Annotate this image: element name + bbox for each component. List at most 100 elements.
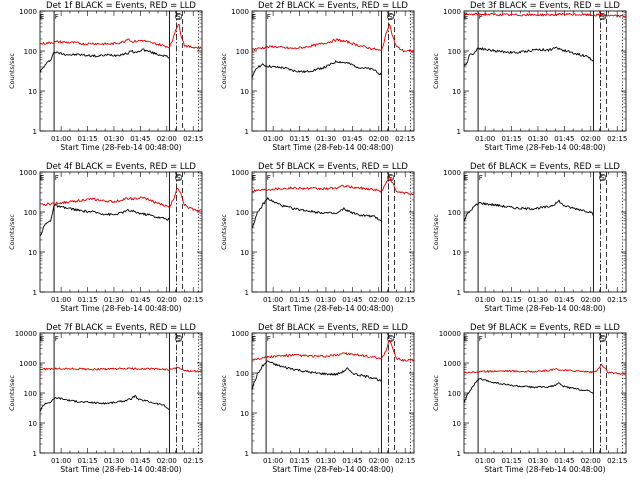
y-tick-label: 10 xyxy=(28,420,37,428)
y-tick-label: 10 xyxy=(452,88,461,96)
series-lld xyxy=(39,187,203,212)
y-tick-label: 10 xyxy=(28,249,37,257)
series-lld xyxy=(463,12,627,18)
y-axis-label: Counts/sec xyxy=(8,53,16,89)
x-tick-label: 01:15 xyxy=(501,296,521,304)
y-axis-label: Counts/sec xyxy=(432,375,440,411)
x-tick-label: 01:00 xyxy=(475,457,495,465)
series-lld xyxy=(463,363,627,375)
x-tick-label: 01:00 xyxy=(263,135,283,143)
x-tick-label: 01:30 xyxy=(104,135,124,143)
plot-frame xyxy=(251,10,415,132)
flag-circle xyxy=(599,13,607,21)
flag-label-f: F xyxy=(267,13,271,21)
y-tick-label: 100 xyxy=(236,370,249,378)
x-tick-label: 01:30 xyxy=(528,135,548,143)
x-tick-label: 02:15 xyxy=(607,457,627,465)
flag-circle xyxy=(175,13,183,21)
y-tick-label: 10 xyxy=(452,249,461,257)
series-events xyxy=(251,60,382,79)
y-tick-label: 1 xyxy=(457,128,461,136)
series-events xyxy=(251,360,382,390)
x-tick-label: 02:00 xyxy=(581,296,601,304)
flag-label-e: E xyxy=(40,335,44,343)
series-lld xyxy=(39,23,203,50)
y-tick-label: 1000 xyxy=(443,169,461,177)
x-tick-label: 02:15 xyxy=(607,135,627,143)
flag-label-e: E xyxy=(252,174,256,182)
x-tick-label: 01:30 xyxy=(104,457,124,465)
y-tick-label: 1000 xyxy=(19,169,37,177)
y-tick-label: 10 xyxy=(28,88,37,96)
plot-frame xyxy=(463,10,627,132)
x-tick-label: 02:15 xyxy=(183,457,203,465)
chart-panel-2: Det 2f BLACK = Events, RED = LLD 1 10 100 10… xyxy=(220,1,415,152)
series-lld xyxy=(251,23,415,53)
y-axis-label: Counts/sec xyxy=(8,214,16,250)
chart-title: Det 7f BLACK = Events, RED = LLD xyxy=(46,323,196,333)
x-tick-label: 01:00 xyxy=(51,457,71,465)
plot-frame xyxy=(39,332,203,454)
plot-frame xyxy=(463,171,627,293)
x-tick-label: 01:45 xyxy=(130,457,150,465)
flag-label-e: E xyxy=(252,13,256,21)
flag-label-e: E xyxy=(40,13,44,21)
y-axis-label: Counts/sec xyxy=(432,53,440,89)
flag-label-s: S xyxy=(176,13,181,21)
y-axis-label: Counts/sec xyxy=(8,375,16,411)
x-tick-label: 01:45 xyxy=(554,135,574,143)
y-axis-label: Counts/sec xyxy=(220,53,228,89)
x-tick-label: 01:00 xyxy=(475,296,495,304)
y-tick-label: 100 xyxy=(24,209,37,217)
y-tick-label: 1000 xyxy=(443,360,461,368)
y-tick-label: 10000 xyxy=(439,330,461,338)
x-tick-label: 02:00 xyxy=(157,296,177,304)
chart-panel-1: Det 1f BLACK = Events, RED = LLD 1 10 100 10… xyxy=(8,1,203,152)
chart-panel-5: Det 5f BLACK = Events, RED = LLD 1 10 100 10… xyxy=(220,162,415,313)
flag-label-f: F xyxy=(479,174,483,182)
x-tick-label: 01:15 xyxy=(77,135,97,143)
x-axis-label: Start Time (28-Feb-14 00:48:00) xyxy=(272,304,393,313)
chart-title: Det 2f BLACK = Events, RED = LLD xyxy=(258,1,408,11)
x-tick-label: 01:00 xyxy=(475,135,495,143)
chart-panel-7: Det 7f BLACK = Events, RED = LLD 1 10 100 10… xyxy=(8,323,203,474)
y-axis-label: Counts/sec xyxy=(432,214,440,250)
y-tick-label: 100 xyxy=(448,390,461,398)
flag-label-e: E xyxy=(252,335,256,343)
x-tick-label: 01:45 xyxy=(342,457,362,465)
y-tick-label: 100 xyxy=(24,48,37,56)
plot-frame xyxy=(39,10,203,132)
x-tick-label: 01:15 xyxy=(77,457,97,465)
flag-label-s: S xyxy=(176,174,181,182)
flag-label-s: S xyxy=(388,335,393,343)
x-tick-label: 02:15 xyxy=(395,296,415,304)
y-tick-label: 10 xyxy=(240,88,249,96)
x-tick-label: 01:15 xyxy=(289,135,309,143)
series-lld xyxy=(251,175,415,196)
x-tick-label: 01:30 xyxy=(316,457,336,465)
chart-title: Det 8f BLACK = Events, RED = LLD xyxy=(258,323,408,333)
x-tick-label: 02:00 xyxy=(369,457,389,465)
plot-frame xyxy=(251,332,415,454)
flag-label-f: F xyxy=(267,174,271,182)
x-axis-label: Start Time (28-Feb-14 00:48:00) xyxy=(60,143,181,152)
y-tick-label: 10 xyxy=(240,249,249,257)
y-tick-label: 10 xyxy=(452,420,461,428)
series-events xyxy=(39,48,170,74)
y-tick-label: 10000 xyxy=(15,330,37,338)
x-tick-label: 01:15 xyxy=(289,457,309,465)
y-tick-label: 100 xyxy=(236,48,249,56)
series-events xyxy=(251,197,382,229)
series-events xyxy=(39,394,170,412)
y-tick-label: 1000 xyxy=(231,330,249,338)
flag-label-s: S xyxy=(388,174,393,182)
series-events xyxy=(463,377,594,404)
plot-frame xyxy=(251,171,415,293)
x-axis-label: Start Time (28-Feb-14 00:48:00) xyxy=(484,304,605,313)
x-tick-label: 01:00 xyxy=(51,135,71,143)
chart-title: Det 4f BLACK = Events, RED = LLD xyxy=(46,162,196,172)
x-axis-label: Start Time (28-Feb-14 00:48:00) xyxy=(60,304,181,313)
y-tick-label: 1 xyxy=(33,289,37,297)
chart-panel-6: Det 6f BLACK = Events, RED = LLD 1 10 100 10… xyxy=(432,162,627,313)
series-events xyxy=(463,199,594,222)
